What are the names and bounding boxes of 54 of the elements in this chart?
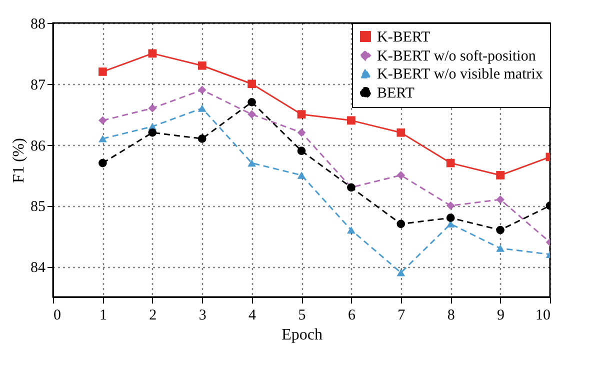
point <box>248 159 256 167</box>
x-tick-label: 7 <box>398 308 406 324</box>
y-tick-label: 88 <box>30 16 46 32</box>
y-tick-label: 85 <box>30 199 46 216</box>
x-tick-label: 10 <box>536 308 550 324</box>
point <box>98 116 107 125</box>
point <box>347 226 356 234</box>
legend-label: K-BERT w/o soft-position <box>377 48 536 64</box>
x-tick-label: 8 <box>447 308 455 324</box>
x-tick-label: 0 <box>54 308 61 324</box>
point <box>198 104 206 112</box>
x-tick-label: 3 <box>198 308 206 324</box>
point <box>148 104 157 112</box>
point <box>98 158 107 168</box>
point <box>198 134 206 143</box>
point <box>98 68 107 76</box>
point <box>496 171 504 180</box>
point <box>446 158 455 168</box>
point <box>248 80 256 88</box>
point <box>297 110 306 119</box>
point <box>148 49 157 58</box>
x-tick-label: 5 <box>298 308 306 324</box>
x-tick-label: 4 <box>248 308 257 324</box>
point <box>396 171 406 180</box>
x-tick-label: 2 <box>149 308 157 324</box>
x-tick-label: 1 <box>99 308 107 324</box>
x-tick-label: 6 <box>348 308 356 324</box>
legend-label: K-BERT <box>377 30 430 46</box>
point <box>248 98 256 106</box>
point <box>98 135 107 142</box>
x-tick-label: 9 <box>497 308 505 324</box>
point <box>396 220 406 228</box>
point <box>396 128 406 137</box>
legend-label: BERT <box>377 86 414 102</box>
point <box>496 226 504 234</box>
point <box>297 172 306 179</box>
x-axis-title: Epoch <box>282 326 322 344</box>
y-tick-label: 84 <box>30 260 46 276</box>
point <box>396 269 406 276</box>
point <box>198 61 206 70</box>
point <box>496 244 504 252</box>
y-tick-label: 86 <box>30 138 46 154</box>
y-tick-label: 87 <box>30 77 46 94</box>
point <box>248 110 256 119</box>
point <box>148 128 157 137</box>
point <box>347 116 356 125</box>
point <box>297 128 306 137</box>
legend-label: K-BERT w/o visible matrix <box>377 66 544 82</box>
point <box>496 195 504 204</box>
point <box>446 214 455 222</box>
y-axis-title: F1 (%) <box>10 138 28 183</box>
point <box>297 146 306 156</box>
point <box>446 201 455 210</box>
point <box>198 86 206 94</box>
